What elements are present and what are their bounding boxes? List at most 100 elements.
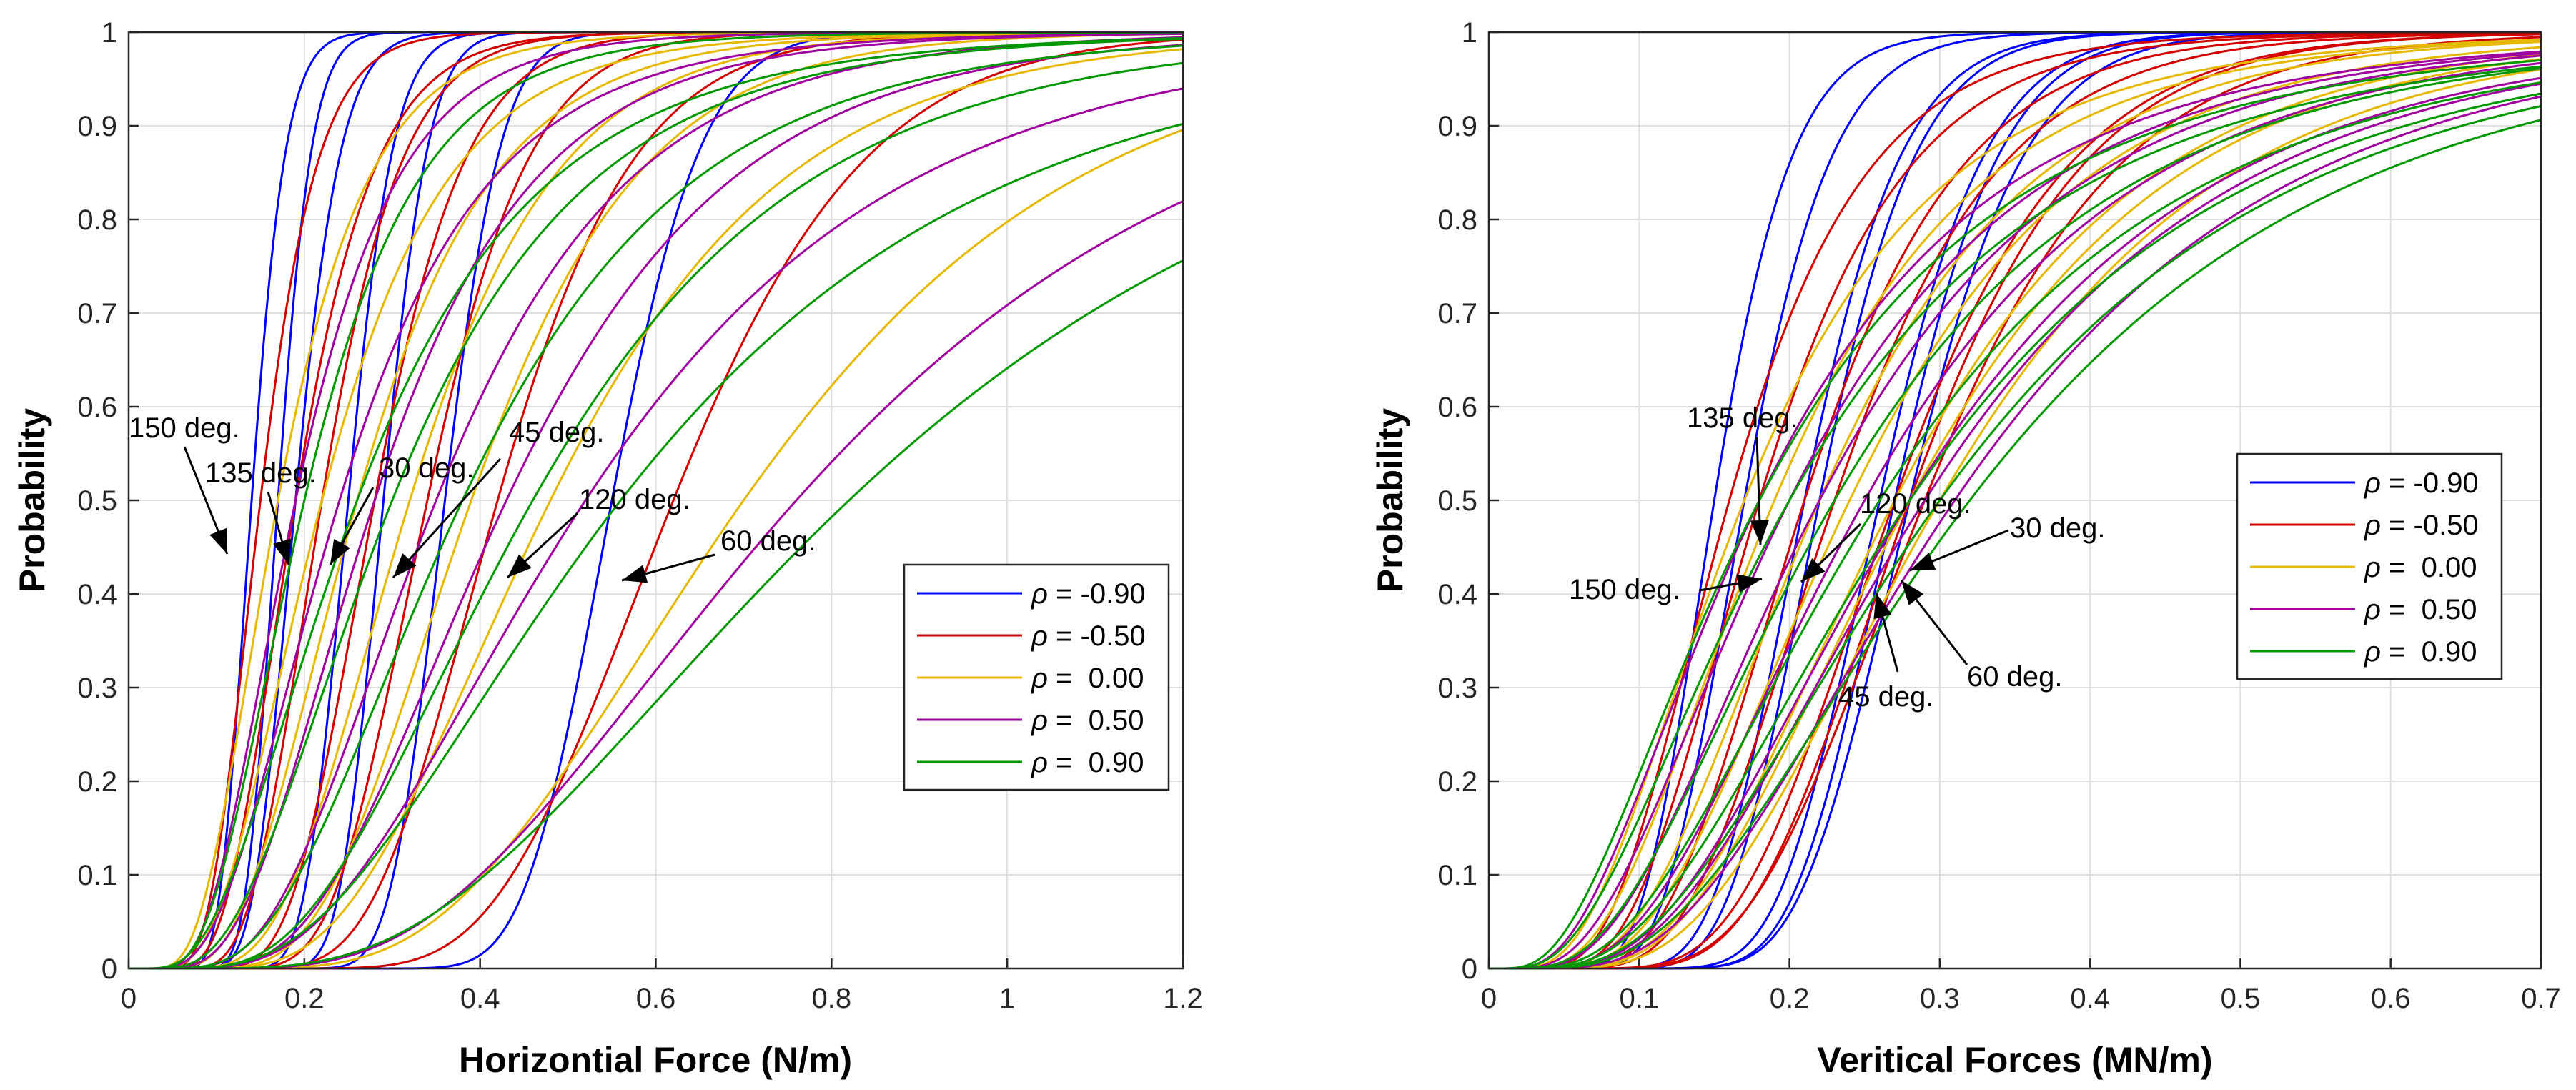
legend-label: ρ = 0.50 <box>2364 594 2477 625</box>
legend-value: = 0.50 <box>2381 594 2477 625</box>
series-line-rho-3-curve-1 <box>1489 51 2542 970</box>
y-tick-label: 0.7 <box>77 298 117 330</box>
crossing-annotation-label: 60 deg. <box>720 525 816 557</box>
axes-box <box>127 31 1184 970</box>
x-tick-label: 0.7 <box>2521 983 2561 1014</box>
series-line-rho-4-curve-5 <box>1489 104 2542 970</box>
series-line-rho-3-curve-1 <box>129 32 1184 970</box>
series-line-rho-1-curve-1 <box>1489 31 2542 970</box>
y-tick-label: 0 <box>1462 953 1477 985</box>
annotation-arrow-head <box>1873 593 1892 620</box>
annotation-arrow-head <box>209 527 227 554</box>
legend-value: = 0.90 <box>1048 747 1144 778</box>
crossing-annotations: 150 deg. 135 deg. 30 deg. 45 deg. 120 deg. 60… <box>129 412 816 583</box>
legend-value: = 0.00 <box>1048 663 1144 694</box>
crossing-annotation-label: 150 deg. <box>1569 574 1680 605</box>
series-line-rho-3-curve-6 <box>1489 95 2542 970</box>
series-line-rho-3-curve-4 <box>129 44 1184 970</box>
y-tick-label: 0.5 <box>1437 485 1477 517</box>
crossing-annotation-label: 120 deg. <box>1860 488 1971 520</box>
legend-symbol: ρ <box>1031 747 1048 778</box>
y-tick-label: 0.8 <box>77 204 117 236</box>
legend-symbol: ρ <box>2364 467 2381 499</box>
legend-label: ρ = 0.90 <box>2364 636 2477 668</box>
legend-label: ρ = 0.00 <box>1031 663 1144 694</box>
y-tick-label: 0.3 <box>1437 673 1477 704</box>
series-line-rho-4-curve-3 <box>129 44 1184 970</box>
crossing-annotation-label: 135 deg. <box>205 457 317 489</box>
legend-label: ρ = 0.00 <box>2364 552 2477 583</box>
y-tick-label: 0.1 <box>1437 860 1477 891</box>
crossing-annotation-label: 135 deg. <box>1687 402 1798 434</box>
series-line-rho-2-curve-6 <box>129 129 1184 970</box>
y-tick-label: 0.5 <box>77 485 117 517</box>
series-line-rho-4-curve-6 <box>1489 119 2542 970</box>
series-line-rho-4-curve-5 <box>129 122 1184 970</box>
annotation-arrow-head <box>1736 574 1762 593</box>
annotation-arrow-head <box>1750 520 1769 545</box>
y-tick-label: 0.2 <box>77 766 117 798</box>
series-line-rho-2-curve-6 <box>1489 68 2542 970</box>
legend-label: ρ = -0.90 <box>2364 467 2479 499</box>
y-tick-label: 0.3 <box>77 673 117 704</box>
y-tick-label: 0.7 <box>1437 298 1477 330</box>
x-tick-label: 0.5 <box>2221 983 2261 1014</box>
y-tick-label: 0.6 <box>77 392 117 423</box>
y-tick-label: 1 <box>1462 17 1477 49</box>
y-tick-label: 0.4 <box>77 579 117 610</box>
legend-symbol: ρ <box>2364 594 2381 625</box>
legend-label: ρ = 0.90 <box>1031 747 1144 778</box>
y-tick-label: 0.6 <box>1437 392 1477 423</box>
y-tick-label: 1 <box>101 17 117 49</box>
x-tick-label: 0.8 <box>812 983 852 1014</box>
x-tick-label: 0.2 <box>1770 983 1810 1014</box>
annotation-arrow-head <box>273 538 292 565</box>
y-tick-label: 0 <box>101 953 117 985</box>
y-tick-label: 0.9 <box>1437 111 1477 142</box>
series-line-rho-2-curve-0 <box>1489 39 2542 970</box>
series-line-rho-3-curve-5 <box>1489 82 2542 970</box>
x-axis-label: Horizontial Force (N/m) <box>459 1040 852 1080</box>
series-line-rho-2-curve-2 <box>1489 41 2542 970</box>
annotation-arrow-head <box>1901 580 1924 605</box>
series-line-rho-3-curve-3 <box>1489 61 2542 970</box>
annotation-arrow-head <box>622 565 648 583</box>
x-tick-label: 0.3 <box>1920 983 1960 1014</box>
series-line-rho-2-curve-1 <box>1489 39 2542 970</box>
legend-value: = -0.50 <box>1048 620 1146 652</box>
series-line-rho-4-curve-1 <box>1489 65 2542 970</box>
series-line-rho-4-curve-2 <box>129 37 1184 970</box>
crossing-annotation-label: 30 deg. <box>379 452 474 484</box>
series-line-rho-4-curve-0 <box>1489 59 2542 970</box>
x-tick-label: 0.1 <box>1619 983 1659 1014</box>
series-line-rho-3-curve-5 <box>129 87 1184 970</box>
legend-value: = -0.90 <box>1048 578 1146 610</box>
x-tick-label: 0.2 <box>284 983 325 1014</box>
y-tick-label: 0.9 <box>77 111 117 142</box>
annotation-arrow-head <box>507 554 532 578</box>
crossing-annotation-label: 60 deg. <box>1967 661 2062 693</box>
crossing-annotation-label: 30 deg. <box>2010 512 2105 544</box>
x-tick-label: 0.6 <box>2371 983 2411 1014</box>
legend-value: = -0.50 <box>2381 510 2479 541</box>
crossing-annotation-label: 45 deg. <box>509 417 604 448</box>
series-line-rho-4-curve-2 <box>1489 67 2542 970</box>
legend-symbol: ρ <box>2364 636 2381 668</box>
legend-symbol: ρ <box>2364 510 2381 541</box>
legend: ρ = -0.90 ρ = -0.50 ρ = 0.00 ρ = 0.50 ρ = 0.… <box>903 563 1170 791</box>
x-tick-label: 1 <box>999 983 1015 1014</box>
annotation-arrow-head <box>393 553 417 578</box>
legend-value: = 0.50 <box>1048 705 1144 736</box>
legend-value: = -0.90 <box>2381 467 2479 499</box>
y-tick-label: 0.8 <box>1437 204 1477 236</box>
series-line-rho-4-curve-6 <box>129 259 1184 970</box>
y-tick-label: 0.1 <box>77 860 117 891</box>
legend-symbol: ρ <box>1031 620 1048 652</box>
series-line-rho-3-curve-0 <box>1489 50 2542 970</box>
y-tick-label: 0.2 <box>1437 766 1477 798</box>
annotation-arrow-shaft <box>392 457 502 579</box>
annotation-arrow-head <box>1801 558 1826 582</box>
legend-label: ρ = -0.50 <box>1031 620 1146 652</box>
x-tick-label: 0 <box>1481 983 1497 1014</box>
y-axis-label: Probability <box>12 408 52 593</box>
